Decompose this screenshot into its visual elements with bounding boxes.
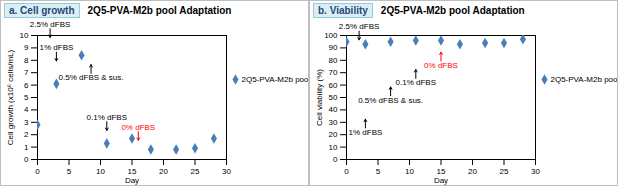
svg-text:2Q5-PVA-M2b pool: 2Q5-PVA-M2b pool	[551, 75, 618, 84]
svg-text:90: 90	[329, 43, 338, 52]
svg-text:Day: Day	[434, 176, 448, 185]
svg-text:20: 20	[159, 167, 168, 176]
svg-text:0% dFBS: 0% dFBS	[121, 123, 155, 132]
svg-text:80: 80	[329, 56, 338, 65]
svg-text:30: 30	[222, 167, 231, 176]
svg-text:4: 4	[24, 105, 29, 114]
html-text:a. Cell growth: a. Cell growth	[9, 4, 75, 16]
html-text:b. Viability: b. Viability	[318, 4, 368, 16]
svg-text:0.1% dFBS: 0.1% dFBS	[87, 113, 127, 122]
html-text:2Q5-PVA-M2b pool Adaptation: 2Q5-PVA-M2b pool Adaptation	[87, 4, 232, 16]
svg-text:0: 0	[344, 167, 349, 176]
svg-text:8: 8	[24, 56, 29, 65]
html-text:2Q5-PVA-M2b pool Adaptation: 2Q5-PVA-M2b pool Adaptation	[380, 4, 525, 16]
svg-text:50: 50	[329, 93, 338, 102]
svg-text:0: 0	[333, 155, 338, 164]
svg-text:5: 5	[24, 93, 29, 102]
svg-text:2Q5-PVA-M2b pool: 2Q5-PVA-M2b pool	[242, 75, 309, 84]
svg-text:15: 15	[127, 167, 137, 177]
svg-text:5: 5	[376, 167, 381, 176]
svg-text:0: 0	[24, 155, 29, 164]
svg-text:15: 15	[436, 167, 446, 177]
svg-text:1% dFBS: 1% dFBS	[349, 128, 383, 137]
svg-text:20: 20	[329, 130, 338, 139]
svg-text:7: 7	[24, 68, 29, 77]
svg-text:30: 30	[531, 167, 540, 176]
svg-text:2.5% dFBS: 2.5% dFBS	[30, 20, 70, 29]
svg-text:5: 5	[67, 167, 72, 176]
svg-text:0.1% dFBS: 0.1% dFBS	[396, 78, 436, 87]
svg-text:9: 9	[24, 43, 29, 52]
svg-text:25: 25	[191, 167, 200, 176]
svg-text:20: 20	[468, 167, 477, 176]
svg-text:1% dFBS: 1% dFBS	[40, 43, 74, 52]
svg-text:30: 30	[329, 118, 338, 127]
svg-text:10: 10	[20, 31, 29, 40]
svg-text:3: 3	[24, 118, 29, 127]
svg-text:2: 2	[24, 130, 29, 139]
svg-text:25: 25	[500, 167, 509, 176]
svg-text:40: 40	[329, 105, 338, 114]
svg-text:Day: Day	[125, 176, 139, 185]
svg-text:0% dFBS: 0% dFBS	[424, 61, 458, 70]
svg-text:6: 6	[24, 81, 29, 90]
svg-text:Cell viability (%): Cell viability (%)	[315, 69, 324, 126]
svg-text:0.5% dFBS & sus.: 0.5% dFBS & sus.	[59, 73, 124, 82]
svg-text:60: 60	[329, 81, 338, 90]
svg-text:10: 10	[329, 143, 338, 152]
svg-text:1: 1	[24, 143, 29, 152]
svg-text:2.5% dFBS: 2.5% dFBS	[339, 22, 379, 31]
svg-text:70: 70	[329, 68, 338, 77]
svg-text:Cell growth (x10⁶ cells/mL): Cell growth (x10⁶ cells/mL)	[6, 50, 15, 146]
svg-text:100: 100	[324, 31, 338, 40]
svg-text:10: 10	[96, 167, 105, 176]
svg-text:10: 10	[405, 167, 414, 176]
svg-text:0: 0	[35, 167, 40, 176]
svg-text:0.5% dFBS & sus.: 0.5% dFBS & sus.	[358, 96, 423, 105]
